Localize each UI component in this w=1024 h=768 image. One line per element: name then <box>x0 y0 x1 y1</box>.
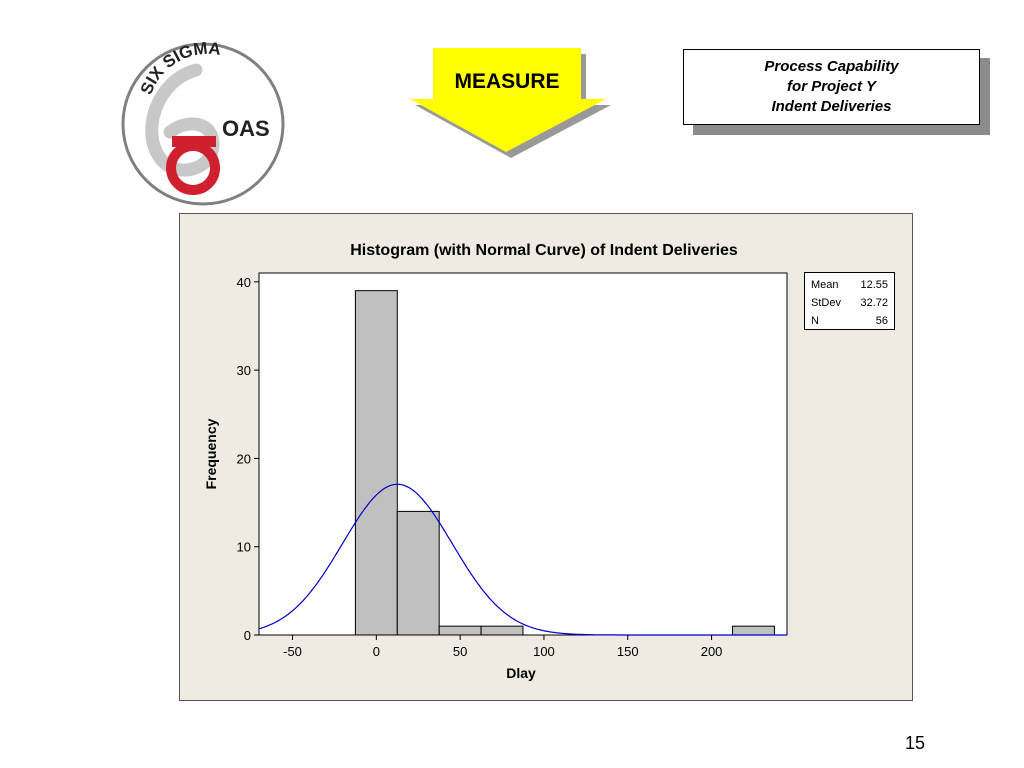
y-tick-label: 10 <box>237 540 251 555</box>
chart-title: Histogram (with Normal Curve) of Indent … <box>350 242 738 259</box>
stat-value: 12.55 <box>860 279 888 291</box>
x-tick-label: 50 <box>453 644 467 659</box>
six-shape-icon <box>145 63 220 177</box>
y-tick-label: 40 <box>237 275 251 290</box>
sigma-icon <box>166 136 220 195</box>
logo-side-text: OAS <box>222 116 270 141</box>
stat-row-mean: Mean 12.55 <box>811 277 888 295</box>
histogram-bar <box>354 290 398 636</box>
chart-panel: Histogram (with Normal Curve) of Indent … <box>179 213 913 701</box>
bars-layer <box>354 290 775 636</box>
x-tick-label: 200 <box>701 644 723 659</box>
title-line: Indent Deliveries <box>771 98 892 115</box>
stat-value: 56 <box>875 315 888 327</box>
stats-legend: Mean 12.55 StDev 32.72 N 56 <box>804 272 895 330</box>
x-tick-label: -50 <box>283 644 302 659</box>
stat-row-stdev: StDev 32.72 <box>811 295 888 313</box>
x-tick-label: 0 <box>373 644 380 659</box>
histogram-bar <box>732 625 775 636</box>
measure-arrow-icon <box>410 48 611 158</box>
histogram-bar <box>396 510 440 636</box>
title-line: Process Capability <box>764 58 899 75</box>
x-tick-label: 100 <box>533 644 555 659</box>
measure-label: MEASURE <box>454 70 560 93</box>
stat-value: 32.72 <box>860 297 888 309</box>
title-line: for Project Y <box>787 78 876 95</box>
x-tick-label: 150 <box>617 644 639 659</box>
histogram-bar <box>438 625 482 636</box>
x-axis-label: Dlay <box>506 665 536 681</box>
stat-label: N <box>811 315 819 327</box>
page-number: 15 <box>905 733 926 753</box>
axes-layer: -50 0 50 100 150 200 0 10 20 30 40 <box>237 275 723 659</box>
histogram-bar <box>480 625 524 636</box>
plot-area <box>258 272 788 636</box>
stat-row-n: N 56 <box>811 313 888 331</box>
title-box: Process Capability for Project Y Indent … <box>683 49 980 125</box>
stat-label: Mean <box>811 279 839 291</box>
normal-curve <box>258 483 787 636</box>
histogram-chart: Histogram (with Normal Curve) of Indent … <box>203 242 788 681</box>
curve-layer <box>258 483 787 636</box>
y-axis-label: Frequency <box>203 418 219 489</box>
stat-label: StDev <box>811 297 841 309</box>
six-sigma-logo: SIX SIGMA OAS <box>121 40 285 206</box>
y-tick-label: 20 <box>237 451 251 466</box>
y-tick-label: 30 <box>237 363 251 378</box>
y-tick-label: 0 <box>244 628 251 643</box>
